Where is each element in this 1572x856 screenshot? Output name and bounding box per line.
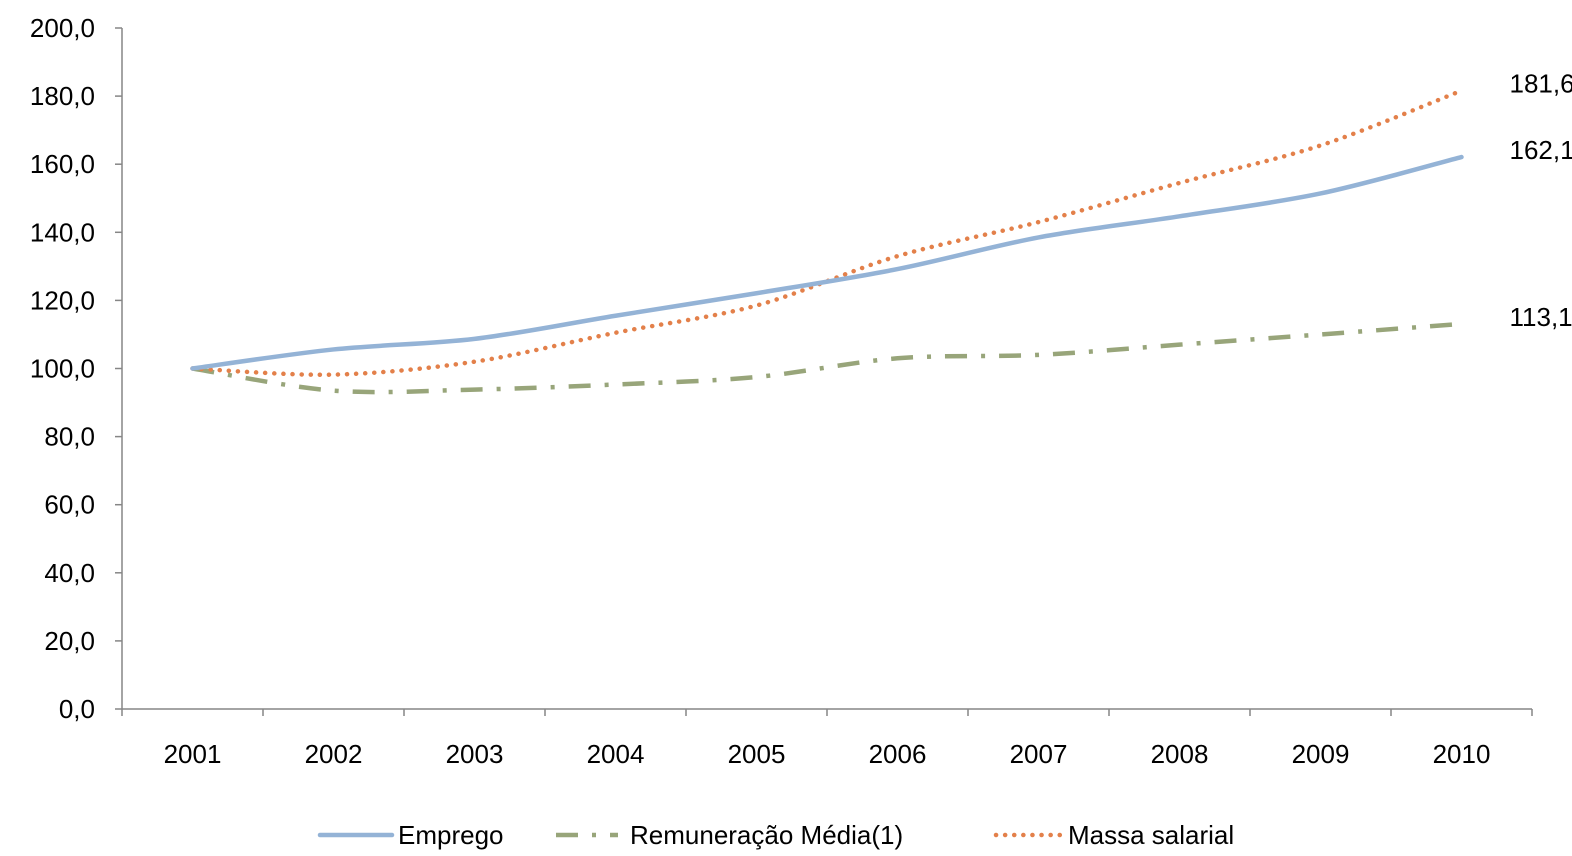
x-tick-label: 2005 — [728, 739, 786, 769]
series-lines — [190, 88, 1464, 395]
y-tick-label: 100,0 — [30, 354, 95, 384]
x-tick-label: 2008 — [1151, 739, 1209, 769]
x-tick-label: 2007 — [1010, 739, 1068, 769]
y-tick-label: 200,0 — [30, 13, 95, 43]
data-label: 113,1 — [1510, 302, 1572, 332]
series-line-massa-salarial — [190, 88, 1464, 378]
series-line-emprego — [190, 154, 1464, 371]
legend: Emprego Remuneração Média(1) Massa salaria… — [317, 820, 1234, 850]
data-labels: 162,1 113,1 181,6 — [1510, 69, 1572, 332]
data-label: 181,6 — [1510, 69, 1572, 99]
y-tick-label: 20,0 — [44, 626, 95, 656]
x-tick-label: 2002 — [305, 739, 363, 769]
x-tick-label: 2009 — [1292, 739, 1350, 769]
legend-label: Emprego — [398, 820, 504, 850]
y-tick-label: 140,0 — [30, 217, 95, 247]
y-tick-label: 40,0 — [44, 558, 95, 588]
x-tick-label: 2001 — [164, 739, 222, 769]
x-tick-label: 2004 — [587, 739, 645, 769]
x-tick-label: 2003 — [446, 739, 504, 769]
y-tick-label: 180,0 — [30, 81, 95, 111]
y-tick-label: 80,0 — [44, 422, 95, 452]
legend-label: Remuneração Média(1) — [630, 820, 903, 850]
y-tick-label: 60,0 — [44, 490, 95, 520]
y-tick-label: 0,0 — [59, 694, 95, 724]
axes: 0,0 20,0 40,0 60,0 80,0 100,0 120,0 140,0 160,0 1… — [30, 13, 1533, 769]
y-tick-label: 120,0 — [30, 285, 95, 315]
series-line-remuneracao-media-1 — [192, 321, 1462, 395]
legend-label: Massa salarial — [1068, 820, 1234, 850]
x-tick-label: 2006 — [869, 739, 927, 769]
data-label: 162,1 — [1510, 135, 1572, 165]
y-tick-label: 160,0 — [30, 149, 95, 179]
x-tick-label: 2010 — [1433, 739, 1491, 769]
